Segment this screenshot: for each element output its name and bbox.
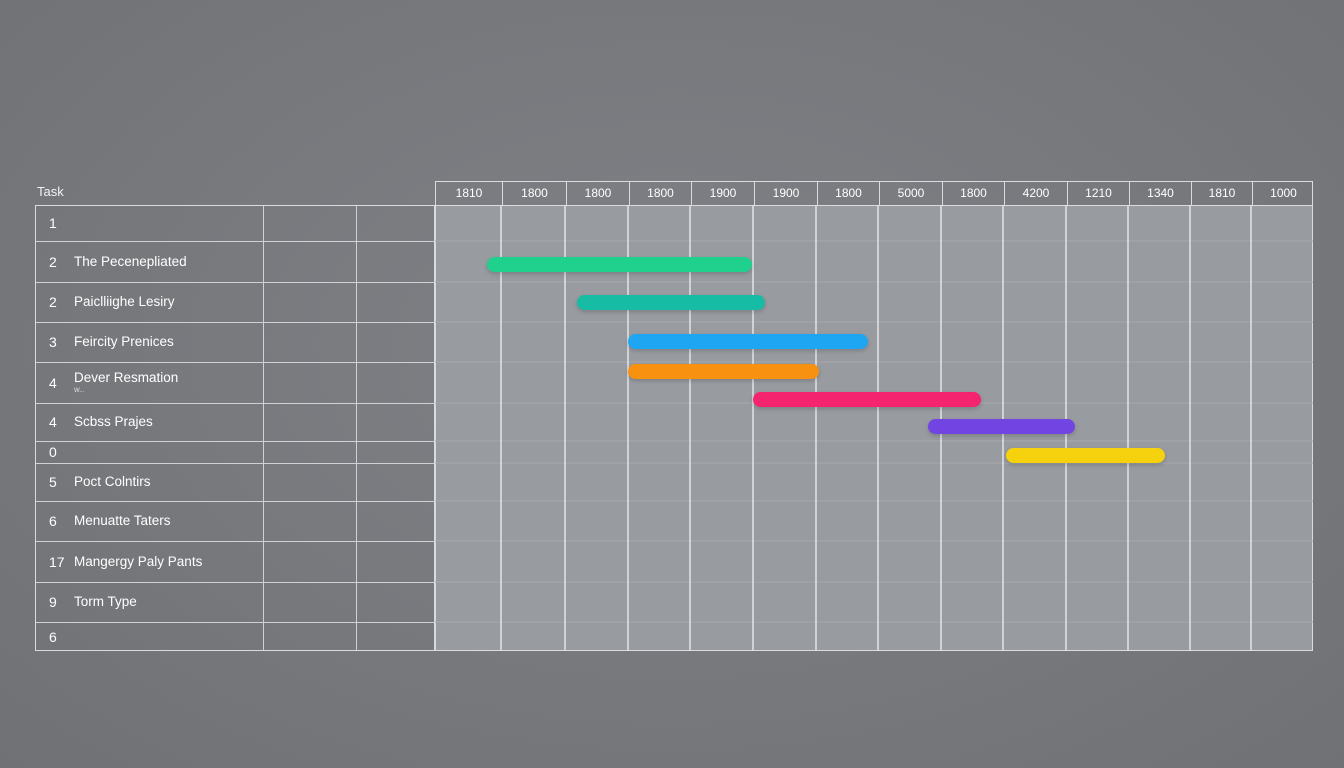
task-column-divider (356, 206, 357, 650)
task-column-header: Task (37, 184, 64, 199)
task-name: Menuatte Taters (74, 513, 171, 528)
timeline-label: 1800 (629, 182, 691, 206)
gantt-bar[interactable] (627, 333, 869, 349)
task-number: 17 (49, 553, 65, 570)
task-number: 1 (49, 215, 57, 231)
task-column-divider (263, 206, 264, 650)
task-row[interactable]: 4 Dever Resmation W... (36, 363, 434, 404)
task-number: 6 (49, 628, 57, 645)
timeline-label: 1000 (1252, 182, 1314, 206)
task-number: 6 (49, 513, 57, 529)
task-number: 0 (49, 444, 57, 460)
task-row[interactable]: 17 Mangergy Paly Pants (36, 542, 434, 583)
timeline-label: 1340 (1129, 182, 1191, 206)
gantt-bar[interactable] (1005, 447, 1165, 463)
task-row[interactable]: 4 Scbss Prajes (36, 404, 434, 442)
task-row[interactable]: 6 (36, 623, 434, 652)
task-number: 2 (49, 294, 57, 310)
gantt-bar[interactable] (577, 294, 766, 310)
timeline-label: 1800 (502, 182, 566, 206)
timeline-grid (434, 204, 1313, 651)
timeline-label: 5000 (879, 182, 942, 206)
timeline-label: 1810 (455, 186, 483, 200)
timeline-label: 1900 (691, 182, 754, 206)
timeline-label: 1800 (566, 182, 629, 206)
gantt-bar[interactable] (927, 418, 1075, 434)
task-list-panel: 1 2 The Pecenepliated 2 Paiclliighe Lesiry 3 F… (35, 205, 435, 651)
task-name: Dever Resmation (74, 369, 179, 385)
timeline-label: 1800 (942, 182, 1004, 206)
task-number: 3 (49, 334, 57, 350)
task-name: Feircity Prenices (74, 334, 174, 349)
task-name: Paiclliighe Lesiry (74, 294, 175, 309)
task-subtext: W... (74, 387, 85, 394)
timeline-header: 1810 1800 1800 1800 1900 1900 1800 5000 1800 4200… (435, 181, 1314, 206)
timeline-label: 4200 (1004, 182, 1067, 206)
gantt-bar[interactable] (487, 256, 753, 272)
task-name: Torm Type (74, 594, 137, 609)
task-row[interactable]: 2 Paiclliighe Lesiry (36, 283, 434, 323)
gantt-bar[interactable] (752, 391, 981, 407)
timeline-label: 1810 (1191, 182, 1252, 206)
task-row[interactable]: 3 Feircity Prenices (36, 323, 434, 363)
task-name: Poct Colntirs (74, 474, 151, 489)
task-number: 2 (49, 253, 57, 270)
task-number: 9 (49, 594, 57, 610)
task-number: 4 (49, 414, 57, 430)
task-name: The Pecenepliated (74, 253, 187, 269)
task-row[interactable]: 2 The Pecenepliated (36, 242, 434, 283)
timeline-label: 1800 (817, 182, 879, 206)
task-row[interactable]: 5 Poct Colntirs (36, 464, 434, 502)
task-row[interactable]: 1 (36, 206, 434, 242)
task-row[interactable]: 6 Menuatte Taters (36, 502, 434, 542)
task-number: 4 (49, 374, 57, 391)
gantt-bar[interactable] (627, 363, 819, 379)
timeline-label: 1900 (754, 182, 817, 206)
task-number: 5 (49, 474, 57, 490)
timeline-label: 1210 (1067, 182, 1129, 206)
task-name: Scbss Prajes (74, 414, 153, 429)
task-row[interactable]: 0 (36, 442, 434, 464)
task-row[interactable]: 9 Torm Type (36, 583, 434, 623)
task-name: Mangergy Paly Pants (74, 553, 203, 569)
